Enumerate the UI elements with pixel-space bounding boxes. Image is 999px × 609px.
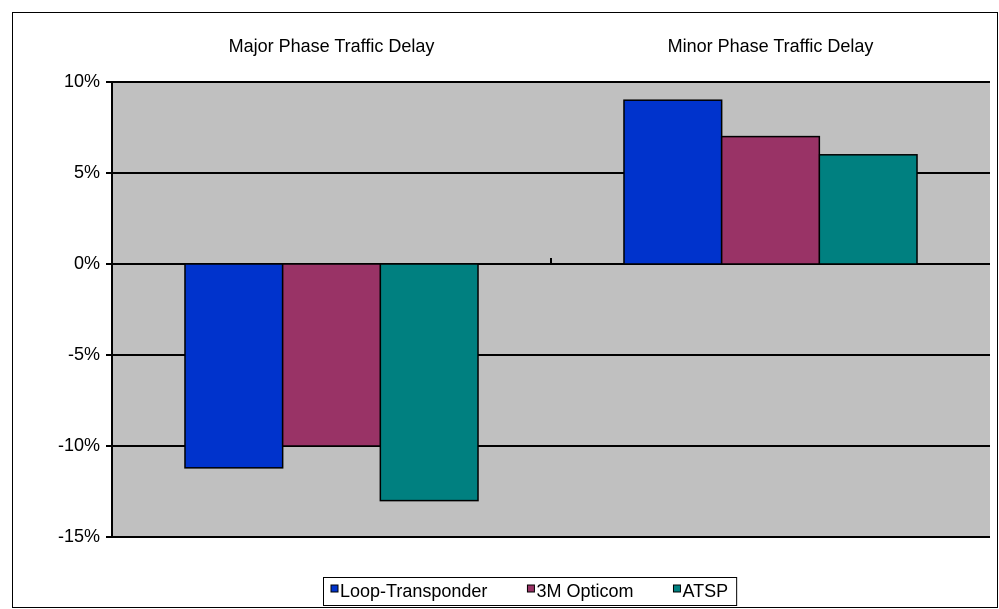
legend-label: ATSP [682, 581, 728, 601]
legend-marker [672, 584, 681, 593]
bar [281, 263, 382, 447]
y-tick-label: 5% [74, 162, 100, 182]
y-tick-label: -15% [58, 526, 100, 546]
bar [184, 263, 284, 469]
y-tick-label: -10% [58, 435, 100, 455]
bar [818, 154, 918, 265]
y-tick-label: -5% [68, 344, 100, 364]
x-category-label: Minor Phase Traffic Delay [668, 36, 874, 56]
bar [720, 135, 821, 265]
bar [379, 263, 479, 502]
legend-marker [526, 584, 535, 593]
legend-label: Loop-Transponder [340, 581, 487, 601]
bar [623, 99, 723, 265]
legend-marker [330, 584, 339, 593]
y-tick-label: 0% [74, 253, 100, 273]
legend-label: 3M Opticom [536, 581, 633, 601]
x-category-label: Major Phase Traffic Delay [229, 36, 435, 56]
y-tick-label: 10% [64, 71, 100, 91]
